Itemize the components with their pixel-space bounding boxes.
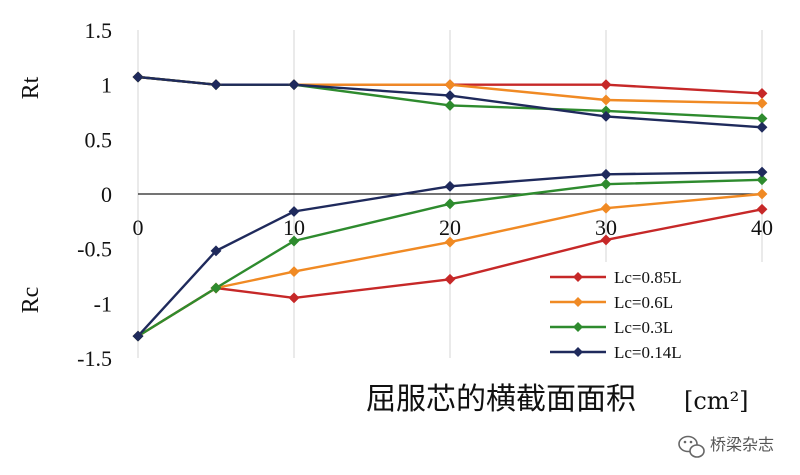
legend-label: Lc=0.6L (614, 293, 673, 312)
x-tick-label: 20 (439, 215, 461, 240)
series-3-tension-point (600, 110, 612, 122)
series-2-compression-point (288, 235, 300, 247)
series-1-compression-point (600, 202, 612, 214)
wechat-icon (678, 435, 705, 458)
y-tick-label: -1 (94, 291, 112, 316)
series-0-compression-point (600, 234, 612, 246)
y-tick-label: 1 (101, 73, 112, 98)
series-2-tension-point (444, 100, 456, 111)
series-3-tension-point (288, 79, 300, 91)
watermark: 桥梁杂志 (678, 435, 774, 458)
series-lines (137, 75, 763, 338)
series-0-tension-point (756, 87, 768, 99)
y-tick-label: -1.5 (77, 346, 112, 371)
series-3-compression-point (600, 168, 612, 180)
legend-swatch-marker (573, 272, 583, 282)
series-0-tension-point (600, 79, 612, 91)
series-3-compression-point (288, 206, 300, 217)
x-tick-label: 40 (751, 215, 773, 240)
series-markers (132, 71, 768, 342)
series-3-compression-point (444, 180, 456, 192)
y-label-bottom: Rc (18, 287, 44, 314)
watermark-text: 桥梁杂志 (710, 435, 774, 454)
x-tick-label: 10 (283, 215, 305, 240)
series-3-compression-line (137, 170, 763, 337)
x-tick-label: 30 (595, 215, 617, 240)
x-axis-label: 屈服芯的横截面面积 (366, 382, 636, 417)
series-0-compression-point (288, 292, 300, 304)
legend-label: Lc=0.3L (614, 318, 673, 337)
series-3-tension-point (444, 90, 456, 102)
y-tick-labels: 1.5 1 0.5 0 -0.5 -1 -1.5 (77, 18, 112, 371)
series-3-compression-point (756, 166, 768, 178)
legend-swatch-marker (573, 347, 583, 357)
y-tick-label: 1.5 (85, 18, 113, 43)
series-3-tension-line (137, 75, 763, 129)
y-tick-label: 0 (101, 182, 112, 207)
x-tick-labels: 0 10 20 30 40 (133, 215, 774, 240)
series-1-tension-point (444, 79, 456, 91)
series-2-compression-line (137, 178, 763, 338)
series-0-compression-point (756, 203, 768, 215)
y-label-top: Rt (18, 76, 44, 99)
legend-label: Lc=0.14L (614, 343, 682, 362)
legend-swatch-marker (573, 322, 583, 332)
series-2-compression-point (444, 198, 456, 210)
x-tick-label: 0 (133, 215, 144, 240)
series-3-tension-point (756, 121, 768, 133)
legend-label: Lc=0.85L (614, 268, 682, 287)
series-0-compression-point (444, 273, 456, 285)
series-1-compression-point (288, 266, 300, 278)
series-1-compression-point (756, 188, 768, 200)
series-3-compression-point (132, 330, 144, 342)
legend-box (545, 262, 763, 366)
legend: Lc=0.85L Lc=0.6L Lc=0.3L Lc=0.14L (545, 262, 763, 366)
x-axis-unit: [cm²] (684, 387, 749, 415)
series-1-tension-point (756, 97, 768, 109)
series-3-compression-point (210, 245, 222, 257)
series-3-tension-point (210, 79, 222, 91)
series-1-tension-point (600, 94, 612, 106)
y-tick-label: 0.5 (85, 127, 113, 152)
series-1-compression-point (444, 236, 456, 248)
y-tick-label: -0.5 (77, 237, 112, 262)
legend-swatch-marker (573, 297, 583, 307)
series-3-tension-point (132, 71, 144, 83)
series-2-compression-point (210, 282, 222, 294)
series-2-compression-point (756, 174, 768, 186)
series-2-compression-point (600, 178, 612, 190)
